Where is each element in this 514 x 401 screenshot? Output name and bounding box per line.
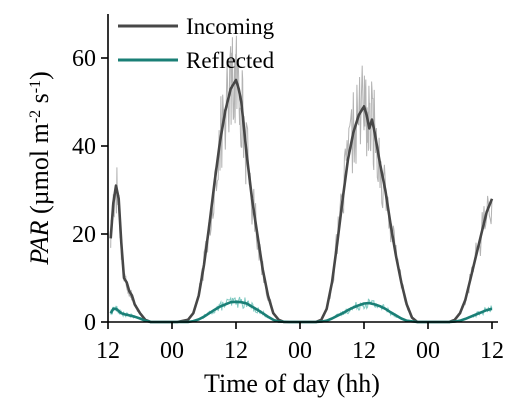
x-tick-label-5: 00 <box>416 338 440 364</box>
legend-label-incoming: Incoming <box>186 14 275 39</box>
y-axis-title-sup-1: -2 <box>27 110 44 123</box>
x-tick-label-4: 12 <box>352 338 376 364</box>
y-axis-title-unit-1: (µmol m <box>25 123 54 220</box>
x-tick-label-1: 00 <box>160 338 184 364</box>
series-line-reflected <box>109 300 493 324</box>
y-ticks: 0 20 40 60 <box>72 46 108 336</box>
x-tick-label-2: 12 <box>224 338 248 364</box>
smoothed-lines-layer <box>109 78 494 324</box>
x-tick-label-3: 00 <box>288 338 312 364</box>
y-axis-title-unit-3: ) <box>25 71 54 80</box>
raw-data-layer <box>110 35 493 323</box>
legend-label-reflected: Reflected <box>186 48 275 73</box>
y-axis-title-unit-2: s <box>25 93 54 110</box>
y-tick-label-0: 0 <box>84 310 96 336</box>
raw-trace-reflected <box>110 296 493 323</box>
y-axis-title: PAR (µmol m-2 s-1) <box>25 71 54 266</box>
series-line-incoming <box>109 78 494 324</box>
y-axis-title-sup-2: -1 <box>27 80 44 93</box>
x-ticks: 12 00 12 00 12 00 12 <box>96 322 504 364</box>
legend: Incoming Reflected <box>118 14 275 73</box>
x-axis-title: Time of day (hh) <box>204 369 380 398</box>
raw-trace-incoming <box>110 35 493 323</box>
x-tick-label-0: 12 <box>96 338 120 364</box>
y-axis-title-var: PAR <box>25 220 54 265</box>
y-tick-label-40: 40 <box>72 134 96 160</box>
x-tick-label-6: 12 <box>480 338 504 364</box>
y-tick-label-60: 60 <box>72 46 96 72</box>
y-tick-label-20: 20 <box>72 222 96 248</box>
